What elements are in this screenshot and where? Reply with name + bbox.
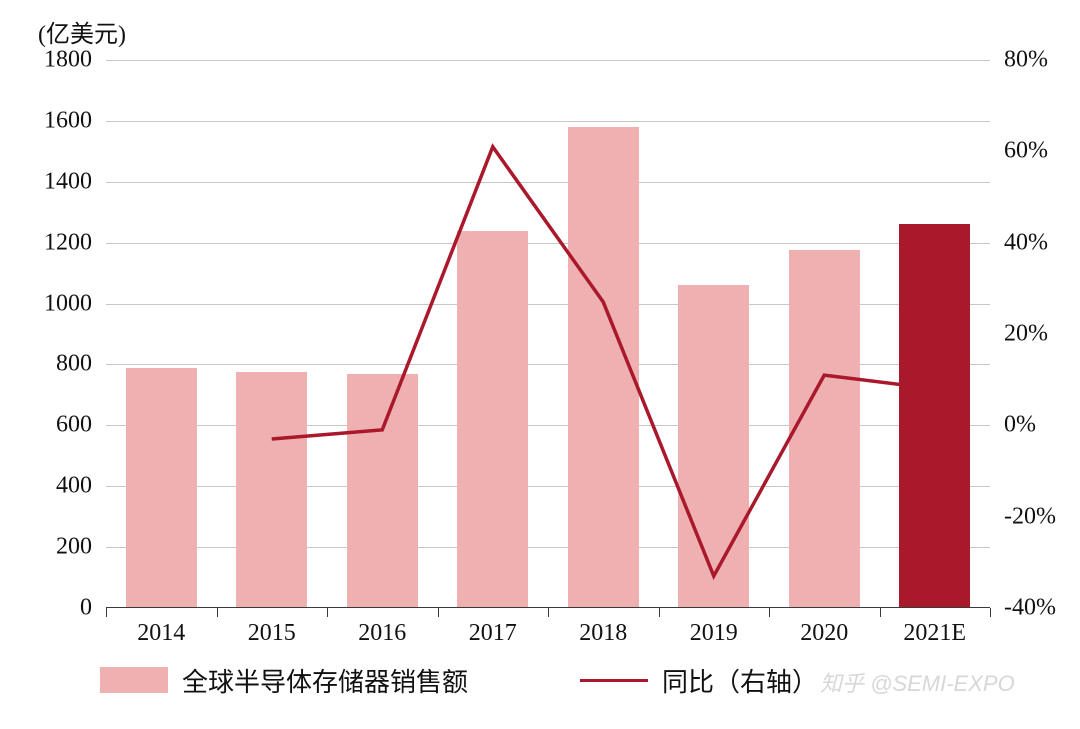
y1-tick-label: 1000 bbox=[44, 290, 106, 317]
legend-label: 同比（右轴） bbox=[662, 662, 818, 699]
x-tick-label: 2018 bbox=[579, 608, 627, 647]
y1-tick-label: 600 bbox=[56, 412, 106, 439]
x-tick bbox=[880, 608, 881, 617]
legend-item-bars: 全球半导体存储器销售额 bbox=[100, 662, 468, 699]
x-tick bbox=[217, 608, 218, 617]
y1-tick-label: 200 bbox=[56, 534, 106, 561]
plot-area: 020040060080010001200140016001800 -40%-2… bbox=[106, 60, 990, 608]
line-series-layer bbox=[106, 60, 990, 608]
x-tick-label: 2020 bbox=[800, 608, 848, 647]
x-tick-label: 2021E bbox=[903, 608, 966, 647]
y2-tick-label: -40% bbox=[990, 595, 1056, 622]
y2-tick-label: 60% bbox=[990, 138, 1048, 165]
x-tick bbox=[659, 608, 660, 617]
y1-axis-unit-label: (亿美元) bbox=[38, 14, 126, 49]
x-tick-label: 2015 bbox=[248, 608, 296, 647]
y2-tick-label: 0% bbox=[990, 412, 1036, 439]
x-tick-label: 2017 bbox=[469, 608, 517, 647]
y2-tick-label: -20% bbox=[990, 503, 1056, 530]
combo-chart: (亿美元) 020040060080010001200140016001800 … bbox=[0, 0, 1080, 729]
x-tick bbox=[769, 608, 770, 617]
y2-tick-label: 40% bbox=[990, 229, 1048, 256]
x-tick bbox=[106, 608, 107, 617]
x-tick-label: 2014 bbox=[137, 608, 185, 647]
y1-tick-label: 1200 bbox=[44, 229, 106, 256]
legend-swatch-bar bbox=[100, 667, 168, 693]
legend-item-line: 同比（右轴） bbox=[580, 662, 818, 699]
y1-tick-label: 0 bbox=[80, 595, 106, 622]
watermark: 知乎 @SEMI-EXPO bbox=[820, 666, 1015, 698]
y1-tick-label: 1800 bbox=[44, 47, 106, 74]
x-tick bbox=[548, 608, 549, 617]
x-tick bbox=[327, 608, 328, 617]
legend-label: 全球半导体存储器销售额 bbox=[182, 662, 468, 699]
y1-tick-label: 1400 bbox=[44, 168, 106, 195]
y2-tick-label: 20% bbox=[990, 321, 1048, 348]
x-tick-label: 2016 bbox=[358, 608, 406, 647]
x-tick bbox=[438, 608, 439, 617]
y1-tick-label: 800 bbox=[56, 351, 106, 378]
x-tick-label: 2019 bbox=[690, 608, 738, 647]
line-series bbox=[272, 147, 935, 576]
y1-tick-label: 400 bbox=[56, 473, 106, 500]
legend-swatch-line bbox=[580, 679, 648, 682]
y1-tick-label: 1600 bbox=[44, 107, 106, 134]
y2-tick-label: 80% bbox=[990, 47, 1048, 74]
